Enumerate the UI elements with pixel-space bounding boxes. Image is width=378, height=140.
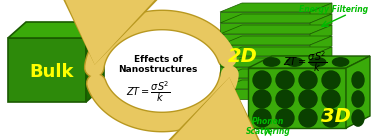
Polygon shape: [310, 36, 332, 55]
Circle shape: [322, 109, 340, 127]
Polygon shape: [310, 14, 332, 33]
Polygon shape: [220, 14, 332, 23]
Ellipse shape: [310, 58, 326, 66]
Polygon shape: [248, 56, 370, 68]
Polygon shape: [220, 25, 332, 34]
Ellipse shape: [287, 58, 303, 66]
Polygon shape: [248, 68, 346, 128]
Circle shape: [253, 71, 271, 89]
Circle shape: [322, 90, 340, 108]
Polygon shape: [8, 22, 104, 38]
Text: Effects of: Effects of: [134, 55, 182, 65]
Polygon shape: [220, 47, 332, 56]
Text: Phonon
Scattering: Phonon Scattering: [246, 117, 290, 136]
Polygon shape: [220, 23, 310, 33]
Polygon shape: [220, 78, 310, 88]
Ellipse shape: [263, 58, 280, 66]
Ellipse shape: [352, 72, 364, 88]
Circle shape: [299, 109, 317, 127]
Polygon shape: [220, 80, 332, 89]
Polygon shape: [220, 67, 310, 77]
Text: Bulk: Bulk: [29, 63, 74, 81]
Text: $ZT = \dfrac{\sigma S^2}{k}$: $ZT = \dfrac{\sigma S^2}{k}$: [283, 50, 327, 74]
Text: $ZT = \dfrac{\sigma S^2}{k}$: $ZT = \dfrac{\sigma S^2}{k}$: [126, 80, 170, 104]
Circle shape: [276, 71, 294, 89]
Polygon shape: [310, 69, 332, 88]
Polygon shape: [310, 3, 332, 22]
Circle shape: [276, 90, 294, 108]
Polygon shape: [220, 58, 332, 67]
Ellipse shape: [352, 91, 364, 107]
Polygon shape: [220, 45, 310, 55]
Text: Nanostructures: Nanostructures: [118, 66, 198, 74]
Polygon shape: [220, 69, 332, 78]
Text: Energy Filtering: Energy Filtering: [299, 5, 368, 15]
Polygon shape: [220, 12, 310, 22]
Polygon shape: [220, 36, 332, 45]
Polygon shape: [310, 47, 332, 66]
Circle shape: [253, 90, 271, 108]
Polygon shape: [310, 25, 332, 44]
Circle shape: [299, 90, 317, 108]
Polygon shape: [220, 56, 310, 66]
Polygon shape: [346, 56, 370, 128]
Polygon shape: [8, 38, 86, 102]
Polygon shape: [220, 89, 310, 99]
Text: 3D: 3D: [321, 107, 351, 125]
Ellipse shape: [352, 110, 364, 126]
Ellipse shape: [333, 58, 349, 66]
Circle shape: [322, 71, 340, 89]
Circle shape: [299, 71, 317, 89]
Polygon shape: [310, 58, 332, 77]
Polygon shape: [220, 3, 332, 12]
Polygon shape: [220, 34, 310, 44]
Circle shape: [276, 109, 294, 127]
Polygon shape: [310, 80, 332, 99]
Polygon shape: [86, 22, 104, 102]
Circle shape: [253, 109, 271, 127]
Text: 2D: 2D: [228, 47, 258, 66]
